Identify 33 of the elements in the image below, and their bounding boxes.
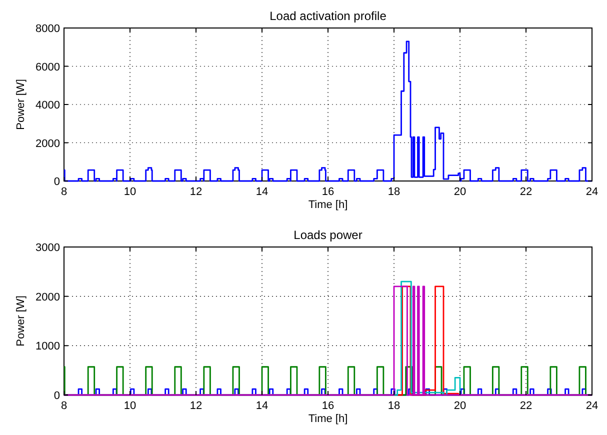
x-tick-label: 10 [124,186,136,198]
x-tick-label: 20 [454,186,466,198]
x-tick-label: 8 [60,400,68,412]
chart-title: Load activation profile [270,9,387,23]
x-tick-label: 22 [520,186,532,198]
y-tick-label: 0 [54,390,60,402]
x-tick-label: 18 [388,186,400,198]
y-tick-label: 1000 [36,340,60,353]
x-tick-label: 24 [586,186,598,198]
x-axis-title: Time [h] [308,199,348,211]
chart-title: Loads power [294,228,362,242]
x-tick-label: 20 [454,400,466,412]
x-tick-label: 8 [60,186,68,198]
x-tick-label: 24 [586,400,598,412]
y-tick-label: 2000 [36,291,60,304]
y-tick-label: 8000 [36,23,60,35]
x-tick-label: 14 [256,400,268,412]
y-tick-label: 2000 [36,138,60,150]
y-tick-label: 4000 [36,100,60,112]
y-tick-label: 3000 [36,242,60,254]
x-tick-label: 16 [322,400,334,412]
y-tick-label: 0 [54,176,60,188]
x-tick-label: 18 [388,400,400,412]
x-tick-label: 12 [190,400,202,412]
x-tick-label: 10 [124,400,136,412]
x-tick-label: 14 [256,186,268,198]
y-axis-title: Power [W] [15,296,27,346]
x-tick-label: 16 [322,186,334,198]
y-axis-title: Power [W] [15,79,27,130]
x-tick-label: 12 [190,186,202,198]
y-tick-label: 6000 [36,61,60,74]
x-axis-title: Time [h] [308,413,348,425]
x-tick-label: 22 [520,400,532,412]
